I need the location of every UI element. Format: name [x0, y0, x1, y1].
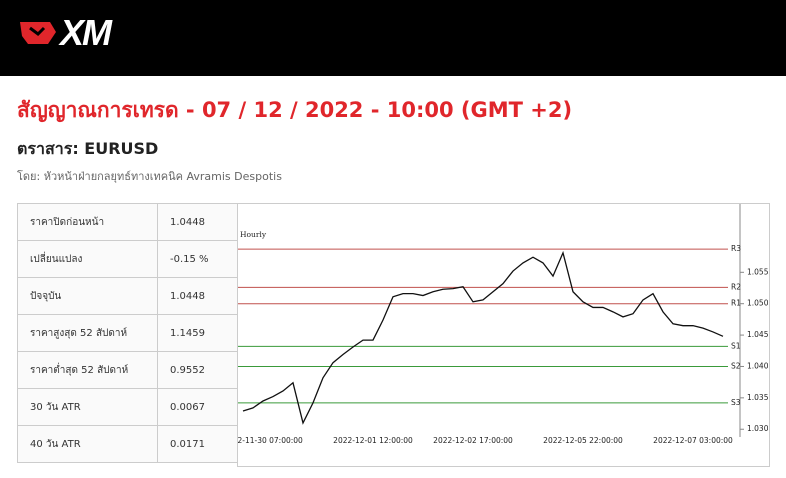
header: XM [0, 0, 786, 76]
y-tick-label: 1.0400 [747, 361, 770, 370]
logo-icon [20, 22, 56, 44]
table-row: เปลี่ยนแปลง -0.15 % [17, 240, 238, 278]
label-cell: ราคาสูงสุด 52 สัปดาห์ [17, 314, 158, 352]
chart: Hourly 1.0300 1.0350 1.0400 1.0450 1.0500 1.0… [237, 203, 770, 467]
table-row: ราคาสูงสุด 52 สัปดาห์ 1.1459 [17, 314, 238, 352]
logo: XM [60, 12, 112, 53]
page-title: สัญญาณการเทรด - 07 / 12 / 2022 - 10:00 (… [17, 98, 573, 122]
x-tick-label: 2022-12-01 12:00:00 [333, 436, 413, 445]
table-row: 30 วัน ATR 0.0067 [17, 388, 238, 426]
label-cell: ราคาปิดก่อนหน้า [17, 203, 158, 241]
x-tick-label: 2022-12-07 03:00:00 [653, 436, 733, 445]
y-tick-label: 1.0300 [747, 424, 770, 433]
value-cell: 1.1459 [157, 314, 238, 352]
level-label: R3 [731, 244, 741, 253]
value-cell: 1.0448 [157, 277, 238, 315]
table-row: 40 วัน ATR 0.0171 [17, 425, 238, 463]
label-cell: 30 วัน ATR [17, 388, 158, 426]
y-tick-label: 1.0450 [747, 330, 770, 339]
level-label: S2 [731, 361, 741, 370]
table-row: ราคาต่ำสุด 52 สัปดาห์ 0.9552 [17, 351, 238, 389]
label-cell: 40 วัน ATR [17, 425, 158, 463]
chart-subtitle: Hourly [240, 230, 267, 239]
level-label: R2 [731, 282, 741, 291]
value-cell: 0.0171 [157, 425, 238, 463]
x-tick-label: 2022-12-05 22:00:00 [543, 436, 623, 445]
x-tick-label: 2022-11-30 07:00:00 [237, 436, 303, 445]
instrument: ตราสาร: EURUSD [17, 139, 159, 158]
level-label: S3 [731, 398, 741, 407]
label-cell: เปลี่ยนแปลง [17, 240, 158, 278]
table-row: ราคาปิดก่อนหน้า 1.0448 [17, 203, 238, 241]
y-tick-label: 1.0350 [747, 393, 770, 402]
info-table: ราคาปิดก่อนหน้า 1.0448 เปลี่ยนแปลง -0.15 % ป… [17, 203, 238, 463]
value-cell: 1.0448 [157, 203, 238, 241]
price-line [242, 250, 724, 425]
value-cell: 0.9552 [157, 351, 238, 389]
value-cell: 0.0067 [157, 388, 238, 426]
table-row: ปัจจุบัน 1.0448 [17, 277, 238, 315]
y-tick-label: 1.0500 [747, 299, 770, 308]
level-label: R1 [731, 299, 741, 308]
level-label: S1 [731, 341, 741, 350]
author: โดย: หัวหน้าฝ่ายกลยุทธ์ทางเทคนิค Avramis… [17, 170, 282, 183]
x-tick-label: 2022-12-02 17:00:00 [433, 436, 513, 445]
label-cell: ปัจจุบัน [17, 277, 158, 315]
label-cell: ราคาต่ำสุด 52 สัปดาห์ [17, 351, 158, 389]
value-cell: -0.15 % [157, 240, 238, 278]
y-tick-label: 1.0550 [747, 267, 770, 276]
